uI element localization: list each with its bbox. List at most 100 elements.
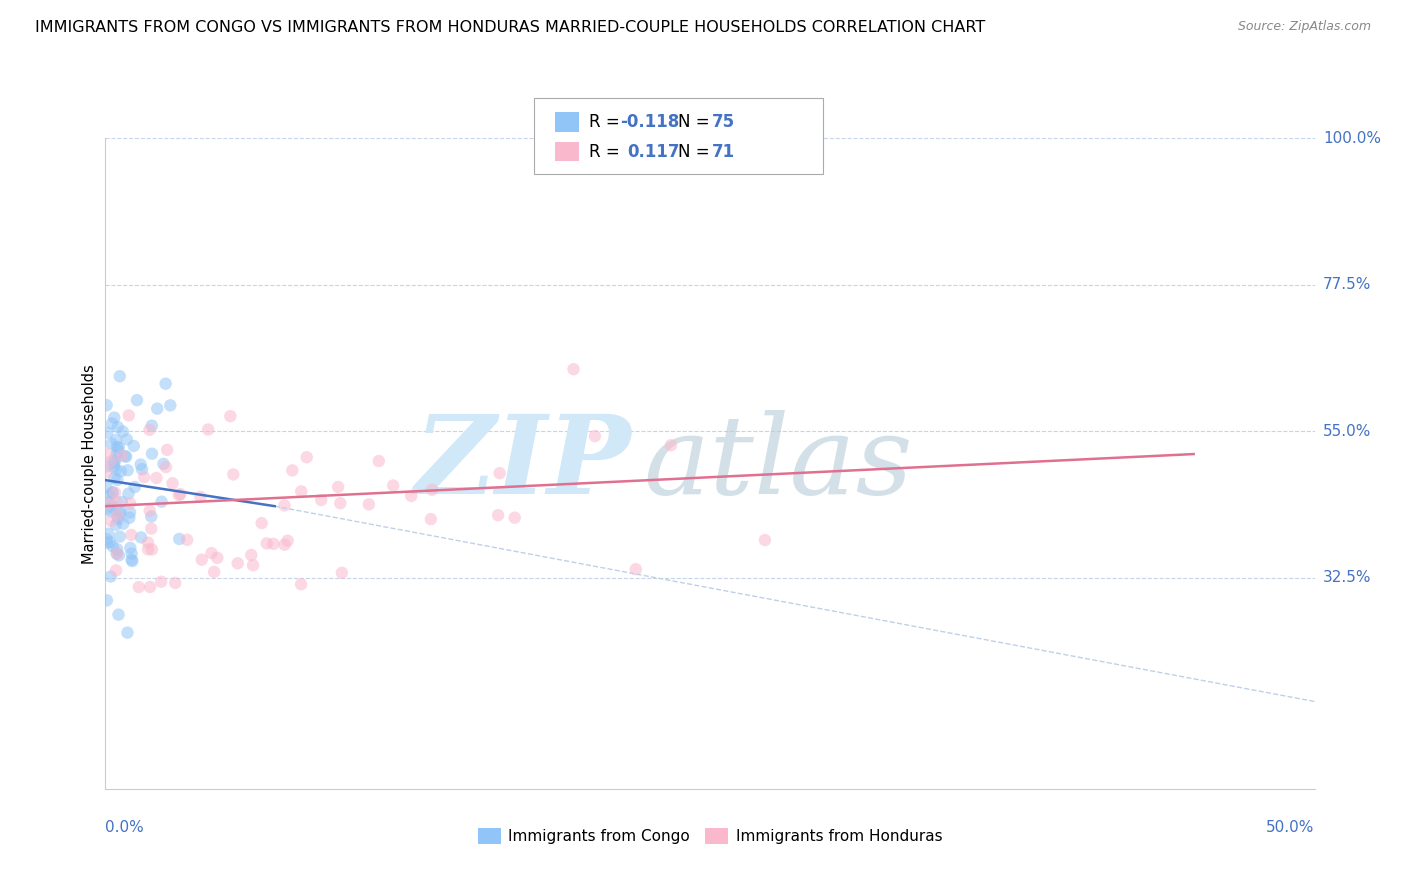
- Point: [96, 536, 118, 550]
- Point: [132, 470, 155, 484]
- Point: [97, 501, 120, 516]
- Text: -0.118: -0.118: [620, 113, 679, 131]
- Point: [156, 442, 179, 457]
- Point: [105, 433, 128, 447]
- Point: [101, 486, 124, 500]
- Text: R =: R =: [589, 113, 626, 131]
- Point: [108, 549, 131, 563]
- Point: [162, 476, 184, 491]
- Point: [200, 546, 222, 560]
- Point: [141, 542, 163, 557]
- Point: [107, 420, 129, 434]
- Point: [159, 398, 181, 412]
- Point: [290, 577, 312, 591]
- Point: [100, 454, 122, 468]
- Text: IMMIGRANTS FROM CONGO VS IMMIGRANTS FROM HONDURAS MARRIED-COUPLE HOUSEHOLDS CORR: IMMIGRANTS FROM CONGO VS IMMIGRANTS FROM…: [35, 20, 986, 35]
- Point: [98, 535, 121, 549]
- Point: [111, 495, 134, 509]
- Point: [96, 465, 118, 479]
- Point: [108, 369, 131, 384]
- Text: R =: R =: [589, 143, 626, 161]
- Point: [176, 533, 198, 547]
- Point: [98, 488, 121, 502]
- Point: [240, 548, 263, 562]
- Text: 55.0%: 55.0%: [1323, 424, 1371, 439]
- Point: [107, 443, 129, 458]
- Text: 77.5%: 77.5%: [1323, 277, 1371, 293]
- Text: 0.117: 0.117: [627, 143, 679, 161]
- Text: N =: N =: [678, 143, 714, 161]
- Y-axis label: Married-couple Households: Married-couple Households: [82, 364, 97, 564]
- Point: [100, 504, 122, 518]
- Point: [121, 547, 143, 561]
- Point: [104, 485, 127, 500]
- Point: [96, 497, 118, 511]
- Point: [117, 463, 139, 477]
- Point: [100, 436, 122, 450]
- Point: [562, 362, 585, 376]
- Text: 0.0%: 0.0%: [105, 820, 145, 835]
- Text: ZIP: ZIP: [415, 410, 631, 517]
- Point: [103, 471, 125, 485]
- Point: [96, 480, 118, 494]
- Point: [107, 508, 129, 523]
- Point: [118, 496, 141, 510]
- Point: [96, 425, 118, 440]
- Text: 50.0%: 50.0%: [1267, 820, 1315, 835]
- Point: [100, 514, 122, 528]
- Point: [367, 454, 389, 468]
- Point: [329, 496, 352, 510]
- Point: [103, 459, 125, 474]
- Point: [146, 401, 169, 416]
- Text: atlas: atlas: [644, 410, 912, 517]
- Point: [101, 540, 124, 554]
- Point: [96, 532, 118, 546]
- Point: [219, 409, 242, 424]
- Point: [295, 450, 318, 465]
- Point: [100, 569, 122, 583]
- Point: [256, 536, 278, 550]
- Point: [117, 486, 139, 500]
- Text: Source: ZipAtlas.com: Source: ZipAtlas.com: [1237, 20, 1371, 33]
- Point: [114, 449, 136, 463]
- Point: [141, 522, 163, 536]
- Point: [277, 533, 299, 548]
- Point: [96, 447, 118, 461]
- Point: [125, 393, 148, 408]
- Point: [105, 440, 128, 454]
- Point: [419, 512, 441, 526]
- Point: [262, 537, 284, 551]
- Point: [226, 556, 249, 570]
- Point: [250, 516, 273, 530]
- Point: [169, 532, 191, 546]
- Text: N =: N =: [678, 113, 714, 131]
- Point: [96, 398, 118, 412]
- Point: [145, 471, 167, 485]
- Point: [155, 376, 177, 391]
- Point: [105, 448, 128, 462]
- Point: [101, 417, 124, 431]
- Point: [169, 487, 191, 501]
- Point: [105, 547, 128, 561]
- Point: [105, 563, 128, 577]
- Point: [129, 458, 152, 472]
- Point: [108, 441, 131, 455]
- Point: [197, 422, 219, 436]
- Point: [754, 533, 776, 547]
- Point: [97, 526, 120, 541]
- Point: [141, 447, 163, 461]
- Point: [105, 473, 128, 487]
- Point: [503, 510, 526, 524]
- Point: [139, 504, 162, 518]
- Point: [122, 439, 145, 453]
- Point: [624, 562, 647, 576]
- Point: [152, 457, 174, 471]
- Point: [112, 516, 135, 531]
- Point: [399, 489, 422, 503]
- Point: [290, 484, 312, 499]
- Point: [273, 538, 295, 552]
- Point: [326, 480, 349, 494]
- Point: [108, 507, 131, 521]
- Point: [105, 495, 128, 509]
- Point: [190, 552, 212, 566]
